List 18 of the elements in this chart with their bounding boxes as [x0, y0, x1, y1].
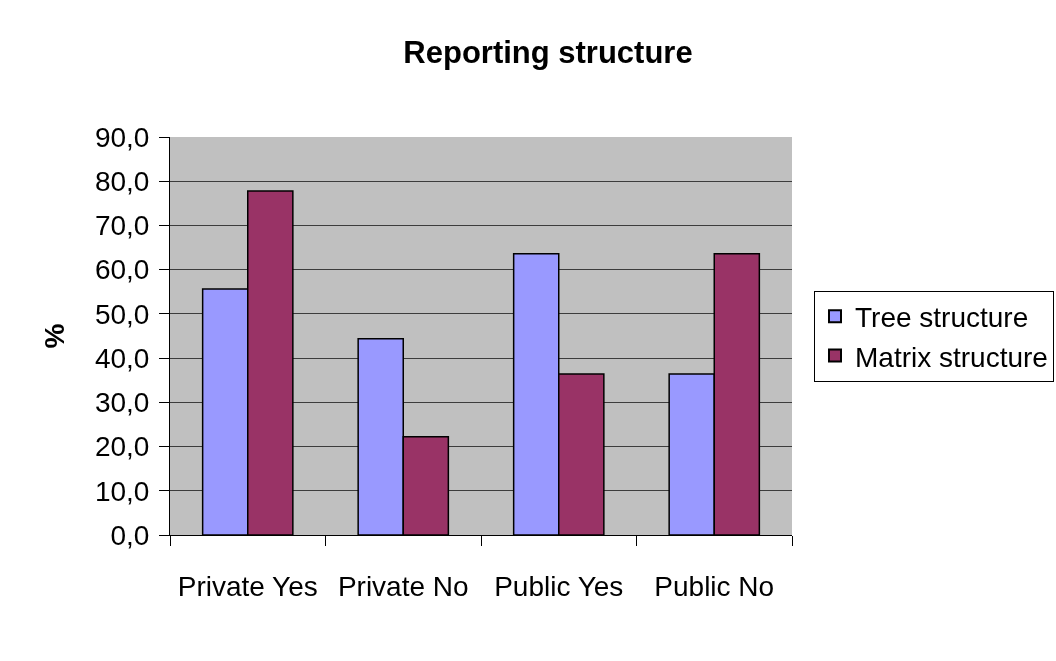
y-tick-label: 50,0: [94, 298, 150, 330]
y-tick-label: 10,0: [94, 475, 150, 507]
y-tick-label: 40,0: [94, 342, 150, 374]
x-tick-label: Private Yes: [177, 570, 318, 602]
x-tick-label: Private No: [337, 570, 469, 602]
y-tick-label: 80,0: [94, 166, 150, 198]
chart-title: Reporting structure: [403, 34, 693, 70]
x-tick-label: Public Yes: [494, 570, 624, 602]
y-tick-label: 30,0: [94, 387, 150, 419]
legend-label: Matrix structure: [855, 341, 1048, 373]
y-tick-label: 90,0: [94, 121, 150, 153]
legend-label: Tree structure: [855, 302, 1029, 334]
y-tick-label: 20,0: [94, 431, 150, 463]
y-tick-label: 60,0: [94, 254, 150, 286]
y-axis-title: %: [38, 323, 70, 349]
y-tick-label: 70,0: [94, 210, 150, 242]
y-tick-label: 0,0: [110, 519, 150, 551]
x-tick-label: Public No: [654, 570, 775, 602]
